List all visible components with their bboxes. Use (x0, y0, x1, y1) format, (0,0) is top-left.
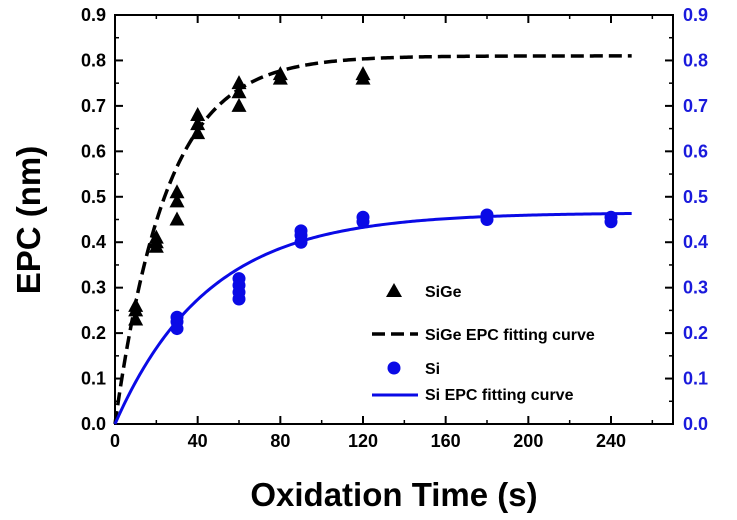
series-layer (113, 54, 632, 425)
y2-tick-label: 0.4 (683, 232, 708, 252)
legend-si-circle-marker (387, 361, 401, 375)
legend-label-si: Si (425, 361, 440, 378)
sige-data-point (272, 66, 288, 81)
sige-data-point (231, 75, 247, 90)
x-tick-label: 40 (188, 431, 208, 451)
y2-tick-label: 0.5 (683, 187, 708, 207)
y-tick-labels: 0.0 0.1 0.2 0.3 0.4 0.5 0.6 0.7 0.8 0.9 (81, 5, 106, 434)
sige-data-point (355, 66, 371, 81)
y-tick-label: 0.6 (81, 141, 106, 161)
si-data-point (170, 310, 184, 324)
y-tick-label: 0.2 (81, 323, 106, 343)
legend-sige-triangle-marker (386, 283, 402, 297)
legend-label-si-fit: Si EPC fitting curve (425, 387, 574, 404)
x-tick-label: 120 (348, 431, 378, 451)
y2-tick-label: 0.9 (683, 5, 708, 25)
y-tick-label: 0.7 (81, 96, 106, 116)
y2-tick-label: 0.2 (683, 323, 708, 343)
si-data-point (356, 210, 370, 224)
y2-tick-label: 0.6 (683, 141, 708, 161)
y2-tick-label: 0.0 (683, 414, 708, 434)
sige-data-point (169, 193, 185, 208)
si-data-point (232, 272, 246, 286)
y-tick-label: 0.3 (81, 278, 106, 298)
y-tick-label: 0.9 (81, 5, 106, 25)
legend-entry-si-fit: Si EPC fitting curve (372, 387, 574, 404)
si-fit-curve (113, 212, 632, 425)
y2-tick-labels: 0.0 0.1 0.2 0.3 0.4 0.5 0.6 0.7 0.8 0.9 (683, 5, 708, 434)
sige-data-point (231, 84, 247, 99)
y2-tick-label: 0.1 (683, 369, 708, 389)
sige-data-point (169, 211, 185, 226)
y-tick-label: 0.0 (81, 414, 106, 434)
legend-entry-sige-fit: SiGe EPC fitting curve (372, 327, 595, 344)
legend-label-sige-fit: SiGe EPC fitting curve (425, 327, 595, 344)
y2-tick-label: 0.3 (683, 278, 708, 298)
legend: SiGe SiGe EPC fitting curve Si Si EPC fi… (372, 283, 595, 404)
y-tick-label: 0.1 (81, 369, 106, 389)
legend-entry-sige: SiGe (386, 283, 462, 301)
x-tick-label: 0 (110, 431, 120, 451)
sige-data-point (128, 311, 144, 326)
y2-tick-label: 0.7 (683, 96, 708, 116)
x-tick-label: 80 (270, 431, 290, 451)
legend-entry-si: Si (387, 361, 440, 378)
x-tick-label: 240 (596, 431, 626, 451)
sige-data-point (128, 297, 144, 312)
si-data-point (604, 210, 618, 224)
x-tick-label: 200 (513, 431, 543, 451)
y-tick-label: 0.8 (81, 50, 106, 70)
legend-label-sige: SiGe (425, 284, 462, 301)
sige-data-point (169, 184, 185, 199)
sige-fit-curve (113, 54, 632, 425)
y2-tick-label: 0.8 (683, 50, 708, 70)
sige-data-point (190, 116, 206, 131)
si-data-point (294, 224, 308, 238)
sige-data-point (190, 125, 206, 140)
x-tick-labels: 0 40 80 120 160 200 240 (110, 431, 626, 451)
sige-data-point (231, 97, 247, 112)
x-tick-label: 160 (431, 431, 461, 451)
y-axis-title: EPC (nm) (10, 146, 47, 295)
si-data-point (480, 208, 494, 222)
tick-marks (114, 14, 673, 425)
y-tick-label: 0.5 (81, 187, 106, 207)
sige-data-point (148, 229, 164, 244)
x-axis-title: Oxidation Time (s) (250, 476, 537, 513)
sige-data-point (190, 106, 206, 121)
y-tick-label: 0.4 (81, 232, 106, 252)
